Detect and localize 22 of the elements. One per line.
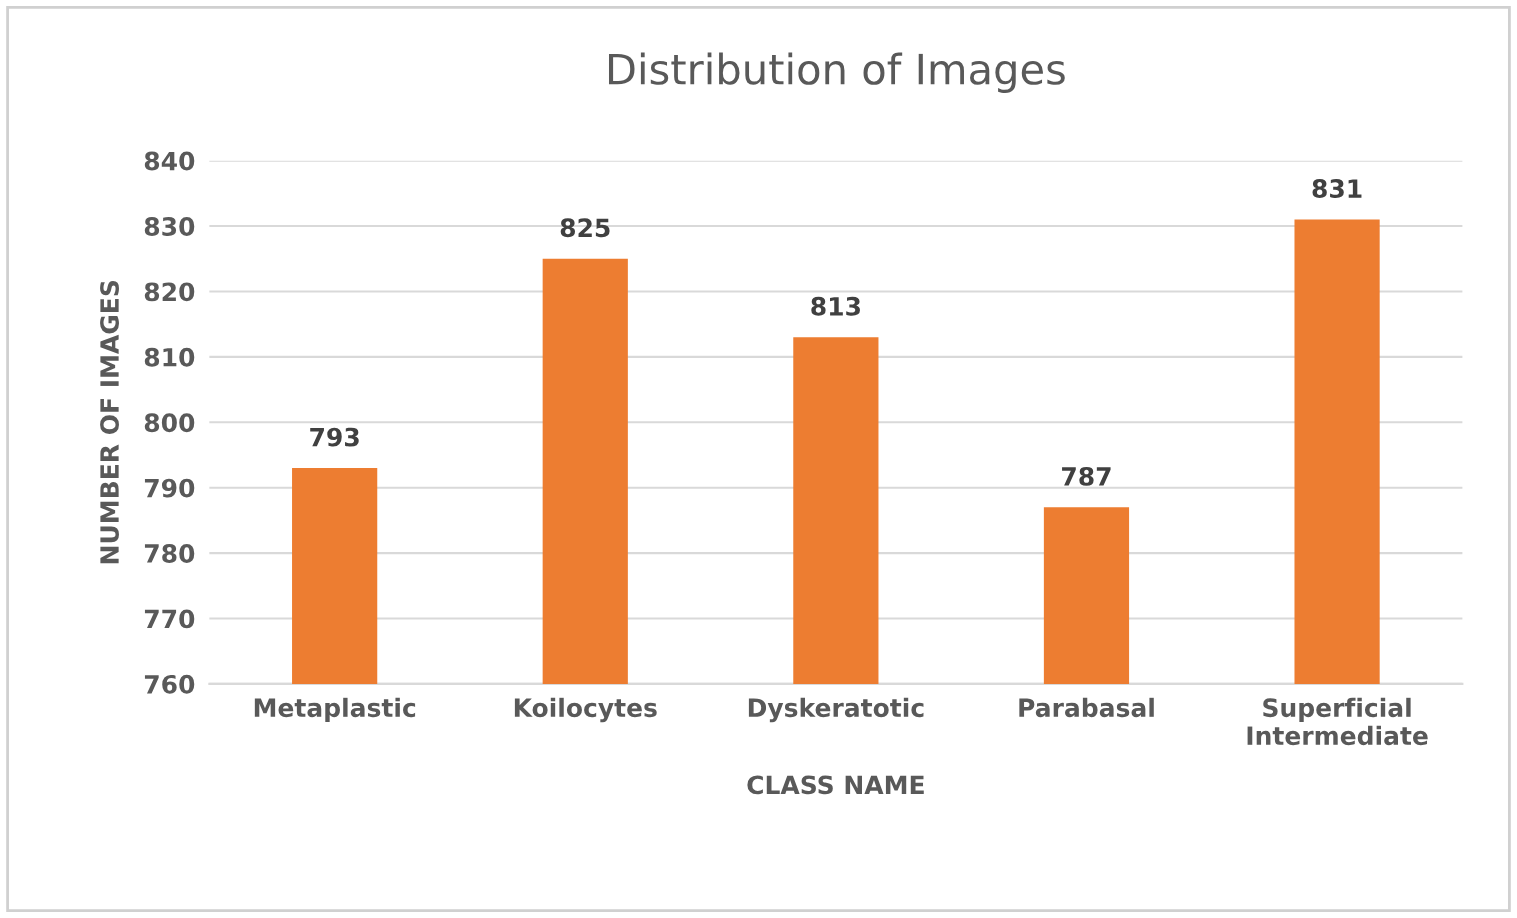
y-tick-label: 840: [144, 151, 195, 171]
y-tick-label: 770: [144, 609, 195, 629]
data-label: 831: [1312, 179, 1362, 199]
data-label: 793: [310, 427, 359, 447]
y-axis-title: NUMBER OF IMAGES: [100, 280, 119, 564]
x-tick-label: Koilocytes: [514, 697, 657, 723]
x-tick-label: Dyskeratotic: [748, 697, 924, 723]
y-tick-label: 830: [144, 217, 195, 236]
chart-title: Distribution of Images: [608, 52, 1065, 93]
x-tick-label: Metaplastic: [254, 697, 416, 722]
y-tick-label: 800: [144, 413, 195, 433]
data-label: 813: [811, 296, 860, 316]
y-tick-label: 780: [144, 544, 195, 563]
y-tick-label: 760: [144, 674, 195, 694]
y-tick-label: 790: [144, 478, 195, 498]
data-label: 787: [1062, 466, 1111, 486]
x-tick-label: Parabasal: [1019, 697, 1154, 718]
x-axis-title: CLASS NAME: [747, 775, 924, 795]
y-tick-label: 820: [144, 282, 195, 302]
data-label: 825: [560, 218, 610, 238]
y-tick-label: 810: [144, 347, 195, 367]
x-tick-label: Superficial Intermediate: [1247, 697, 1428, 746]
